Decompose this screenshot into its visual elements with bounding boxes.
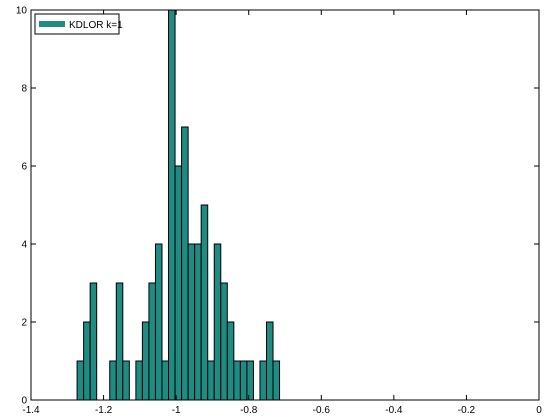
histogram-bar <box>194 243 202 401</box>
ticks-layer: -1.4 -1.2 -1 -0.8 -0.6 -0.4 -0.2 0 0 2 4 6 8 10 <box>16 6 542 417</box>
histogram-bar <box>122 360 130 401</box>
legend-swatch <box>39 21 65 27</box>
histogram-bar <box>226 321 235 401</box>
histogram-bar <box>109 360 117 401</box>
histogram-bar <box>83 321 91 401</box>
histogram-bar <box>89 282 98 401</box>
x-tick-label: 0 <box>536 405 542 416</box>
histogram-bar <box>272 360 281 401</box>
x-tick-label: -0.2 <box>458 405 476 416</box>
histogram-bar <box>265 321 274 401</box>
histogram-bar <box>187 243 196 401</box>
histogram-bar <box>220 282 228 401</box>
x-tick-label: -1.2 <box>95 405 113 416</box>
histogram-bar <box>161 360 170 401</box>
y-tick-label: 6 <box>21 162 27 173</box>
x-tick-label: -0.6 <box>313 405 331 416</box>
plot-frame <box>30 9 540 401</box>
histogram-bar <box>141 321 150 401</box>
histogram-bar <box>259 360 267 401</box>
bars-layer <box>76 9 281 401</box>
histogram-bar <box>200 204 209 401</box>
histogram-bar <box>115 282 124 401</box>
legend-label: KDLOR k=1 <box>69 20 123 31</box>
histogram-bar <box>181 126 189 401</box>
y-tick-label: 0 <box>21 396 27 407</box>
x-tick-label: -1 <box>172 405 181 416</box>
histogram-bar <box>207 360 215 401</box>
histogram-bar <box>213 243 222 401</box>
y-tick-label: 10 <box>16 6 28 17</box>
y-tick-label: 4 <box>21 240 27 251</box>
histogram-bar <box>174 165 183 401</box>
histogram-bar <box>148 282 156 401</box>
histogram-bar <box>239 360 248 401</box>
x-tick-label: -1.4 <box>22 405 40 416</box>
legend-box <box>34 13 120 35</box>
histogram-bar <box>168 9 176 401</box>
x-tick-label: -0.8 <box>240 405 258 416</box>
histogram-bar <box>233 360 241 401</box>
y-tick-label: 8 <box>21 84 27 95</box>
histogram-bar <box>246 360 254 401</box>
histogram-bar <box>76 360 85 401</box>
histogram-bar <box>135 360 143 401</box>
y-tick-label: 2 <box>21 318 27 329</box>
legend: KDLOR k=1 <box>34 13 123 35</box>
histogram-bar <box>154 243 163 401</box>
x-tick-label: -0.4 <box>385 405 403 416</box>
